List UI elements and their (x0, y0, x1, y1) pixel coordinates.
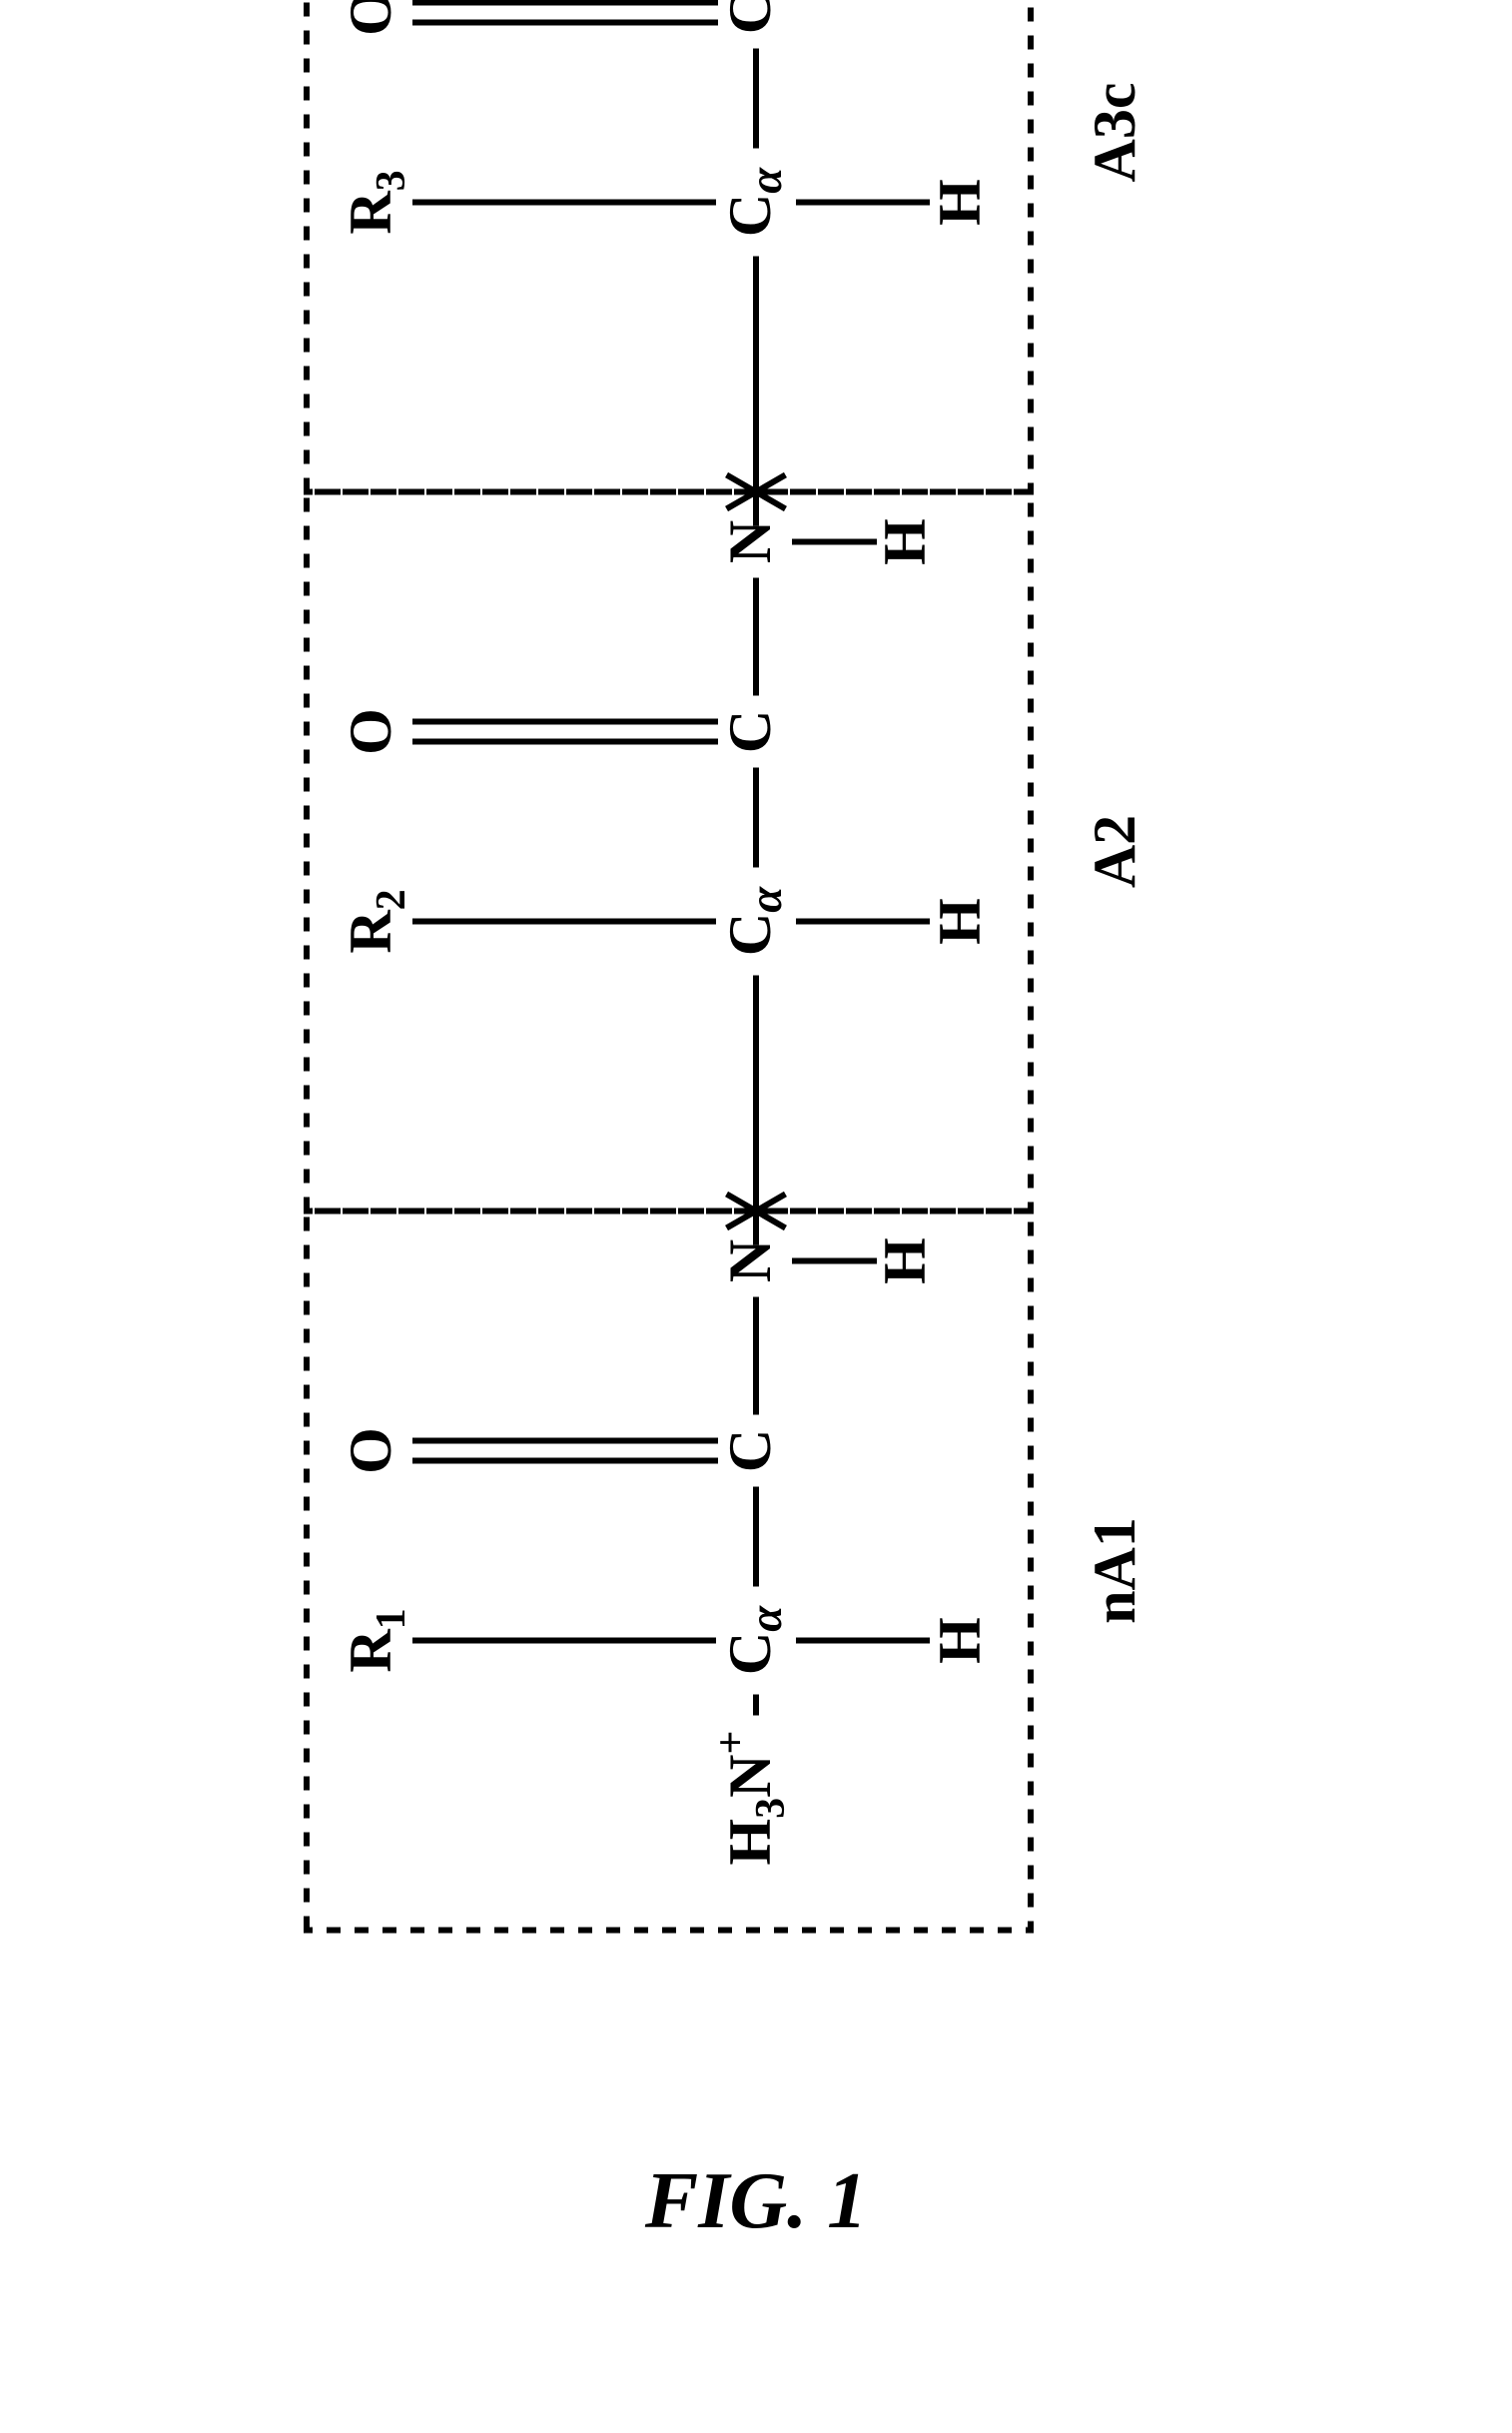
c-alpha-1: Cα (717, 886, 792, 956)
r-group-1: R2 (338, 889, 414, 953)
c-alpha-2: Cα (717, 167, 792, 237)
r-group-0: R1 (338, 1608, 414, 1672)
amide-h-1: H (872, 1237, 938, 1284)
carbonyl-c-2: C (717, 0, 783, 34)
ca-h-1: H (927, 898, 993, 945)
diagram-rotated-group: H3N+CαR1HCOnA1NHCαR2HCOA2NHCαR3HCOO–A3c (307, 0, 1147, 1931)
amide-n-1: N (717, 1239, 783, 1282)
diagram-svg: H3N+CαR1HCOnA1NHCαR2HCOA2NHCαR3HCOO–A3cF… (0, 0, 1512, 2428)
carbonyl-c-0: C (717, 1429, 783, 1472)
figure-canvas: H3N+CαR1HCOnA1NHCαR2HCOA2NHCαR3HCOO–A3cF… (0, 0, 1512, 2428)
residue-box-0 (307, 1212, 1031, 1931)
residue-label-2: A3c (1082, 83, 1147, 183)
carbonyl-c-1: C (717, 710, 783, 753)
n-terminus-label: H3N+ (708, 1731, 794, 1866)
r-group-2: R3 (338, 170, 414, 234)
amide-h-2: H (872, 518, 938, 565)
figure-caption: FIG. 1 (644, 2157, 867, 2245)
residue-label-0: nA1 (1082, 1517, 1147, 1624)
ca-h-0: H (927, 1617, 993, 1664)
ca-h-2: H (927, 179, 993, 226)
carbonyl-o-0: O (338, 1427, 403, 1474)
residue-box-1 (307, 492, 1031, 1212)
c-alpha-0: Cα (717, 1605, 792, 1675)
amide-n-2: N (717, 520, 783, 563)
carbonyl-o-1: O (338, 708, 403, 755)
residue-label-1: A2 (1082, 815, 1147, 888)
residue-box-2 (307, 0, 1031, 492)
carbonyl-o-2: O (338, 0, 403, 36)
